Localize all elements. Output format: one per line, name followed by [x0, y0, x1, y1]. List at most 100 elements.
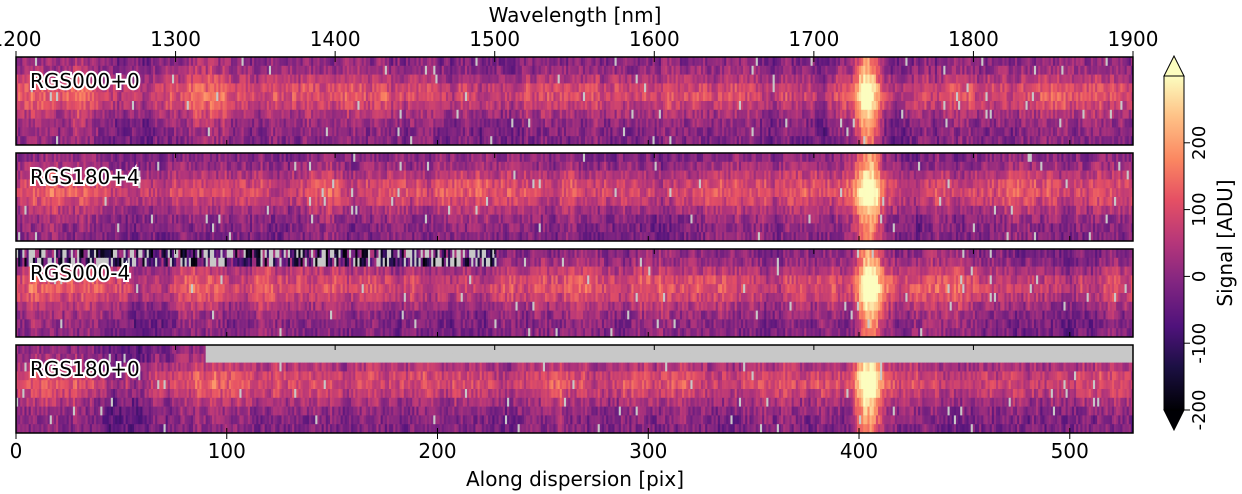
- heatmap-cell: [785, 57, 788, 67]
- heatmap-cell: [429, 92, 432, 102]
- heatmap-cell: [212, 92, 215, 102]
- heatmap-cell: [677, 74, 681, 84]
- heatmap-cell: [534, 83, 537, 93]
- heatmap-cell: [964, 127, 967, 137]
- heatmap-cell: [361, 127, 365, 137]
- heatmap-cell: [625, 92, 628, 102]
- heatmap-cell: [700, 109, 704, 119]
- heatmap-cell: [709, 92, 712, 102]
- heatmap-cell: [420, 136, 424, 146]
- heatmap-cell: [266, 65, 270, 75]
- heatmap-cell: [861, 74, 864, 84]
- heatmap-cell: [854, 118, 858, 128]
- heatmap-cell: [1008, 57, 1012, 67]
- heatmap-cell: [728, 127, 731, 137]
- heatmap-cell: [289, 136, 293, 146]
- heatmap-cell: [131, 74, 135, 84]
- heatmap-cell: [319, 118, 322, 128]
- heatmap-cell: [66, 65, 70, 75]
- heatmap-cell: [123, 57, 126, 67]
- heatmap-cell: [665, 109, 668, 119]
- heatmap-cell: [690, 109, 693, 119]
- heatmap-cell: [918, 57, 921, 67]
- heatmap-cell: [372, 57, 375, 67]
- heatmap-cell: [399, 109, 403, 119]
- heatmap-cell: [205, 74, 209, 84]
- heatmap-cell: [285, 92, 289, 102]
- heatmap-cell: [1099, 109, 1102, 119]
- heatmap-cell: [951, 92, 955, 102]
- heatmap-cell: [408, 57, 411, 67]
- heatmap-cell: [534, 92, 537, 102]
- heatmap-cell: [1099, 65, 1102, 75]
- heatmap-cell: [1044, 83, 1047, 93]
- heatmap-cell: [410, 57, 413, 67]
- heatmap-cell: [681, 101, 685, 111]
- heatmap-cell: [736, 127, 740, 137]
- heatmap-cell: [146, 101, 150, 111]
- heatmap-cell: [115, 65, 118, 75]
- heatmap-cell: [703, 92, 706, 102]
- heatmap-cell: [496, 101, 499, 111]
- heatmap-cell: [549, 101, 552, 111]
- heatmap-cell: [169, 109, 173, 119]
- heatmap-cell: [939, 118, 942, 128]
- heatmap-cell: [1130, 118, 1134, 128]
- heatmap-cell: [951, 118, 955, 128]
- heatmap-cell: [496, 127, 499, 137]
- heatmap-cell: [359, 83, 362, 93]
- heatmap-cell: [1086, 57, 1090, 67]
- heatmap-cell: [311, 83, 314, 93]
- heatmap-cell: [321, 101, 325, 111]
- heatmap-cell: [1076, 127, 1079, 137]
- heatmap-cell: [597, 57, 601, 67]
- heatmap-cell: [77, 83, 80, 93]
- heatmap-cell: [521, 101, 525, 111]
- heatmap-cell: [458, 57, 462, 67]
- heatmap-cell: [612, 74, 615, 84]
- heatmap-cell: [452, 83, 455, 93]
- heatmap-cell: [212, 136, 215, 146]
- heatmap-cell: [460, 57, 464, 67]
- heatmap-cell: [835, 109, 839, 119]
- heatmap-cell: [277, 65, 280, 75]
- heatmap-panel: RGS000+0: [15, 56, 1134, 146]
- heatmap-cell: [970, 65, 974, 75]
- heatmap-cell: [985, 83, 988, 93]
- heatmap-cell: [848, 65, 851, 75]
- heatmap-cell: [684, 65, 687, 75]
- heatmap-cell: [894, 109, 898, 119]
- heatmap-cell: [72, 74, 76, 84]
- heatmap-cell: [28, 92, 32, 102]
- heatmap-cell: [429, 83, 432, 93]
- heatmap-cell: [850, 74, 854, 84]
- heatmap-cell: [753, 118, 757, 128]
- heatmap-cell: [869, 101, 873, 111]
- heatmap-cell: [60, 136, 63, 146]
- heatmap-cell: [566, 57, 569, 67]
- heatmap-cell: [32, 136, 36, 146]
- heatmap-cell: [102, 83, 105, 93]
- heatmap-cell: [970, 83, 974, 93]
- heatmap-cell: [26, 136, 29, 146]
- heatmap-cell: [738, 127, 742, 137]
- heatmap-cell: [264, 109, 268, 119]
- heatmap-cell: [389, 118, 392, 128]
- heatmap-cell: [53, 109, 57, 119]
- heatmap-cell: [123, 65, 126, 75]
- heatmap-cell: [844, 109, 847, 119]
- heatmap-cell: [671, 118, 674, 128]
- heatmap-cell: [226, 65, 230, 75]
- heatmap-cell: [1063, 57, 1066, 67]
- heatmap-cell: [719, 83, 723, 93]
- heatmap-cell: [1042, 118, 1045, 128]
- heatmap-cell: [1080, 74, 1083, 84]
- heatmap-cell: [656, 92, 660, 102]
- heatmap-cell: [766, 74, 769, 84]
- heatmap-cell: [24, 136, 27, 146]
- heatmap-cell: [582, 65, 586, 75]
- heatmap-cell: [698, 101, 702, 111]
- heatmap-cell: [380, 118, 384, 128]
- heatmap-cell: [831, 74, 835, 84]
- heatmap-cell: [871, 92, 875, 102]
